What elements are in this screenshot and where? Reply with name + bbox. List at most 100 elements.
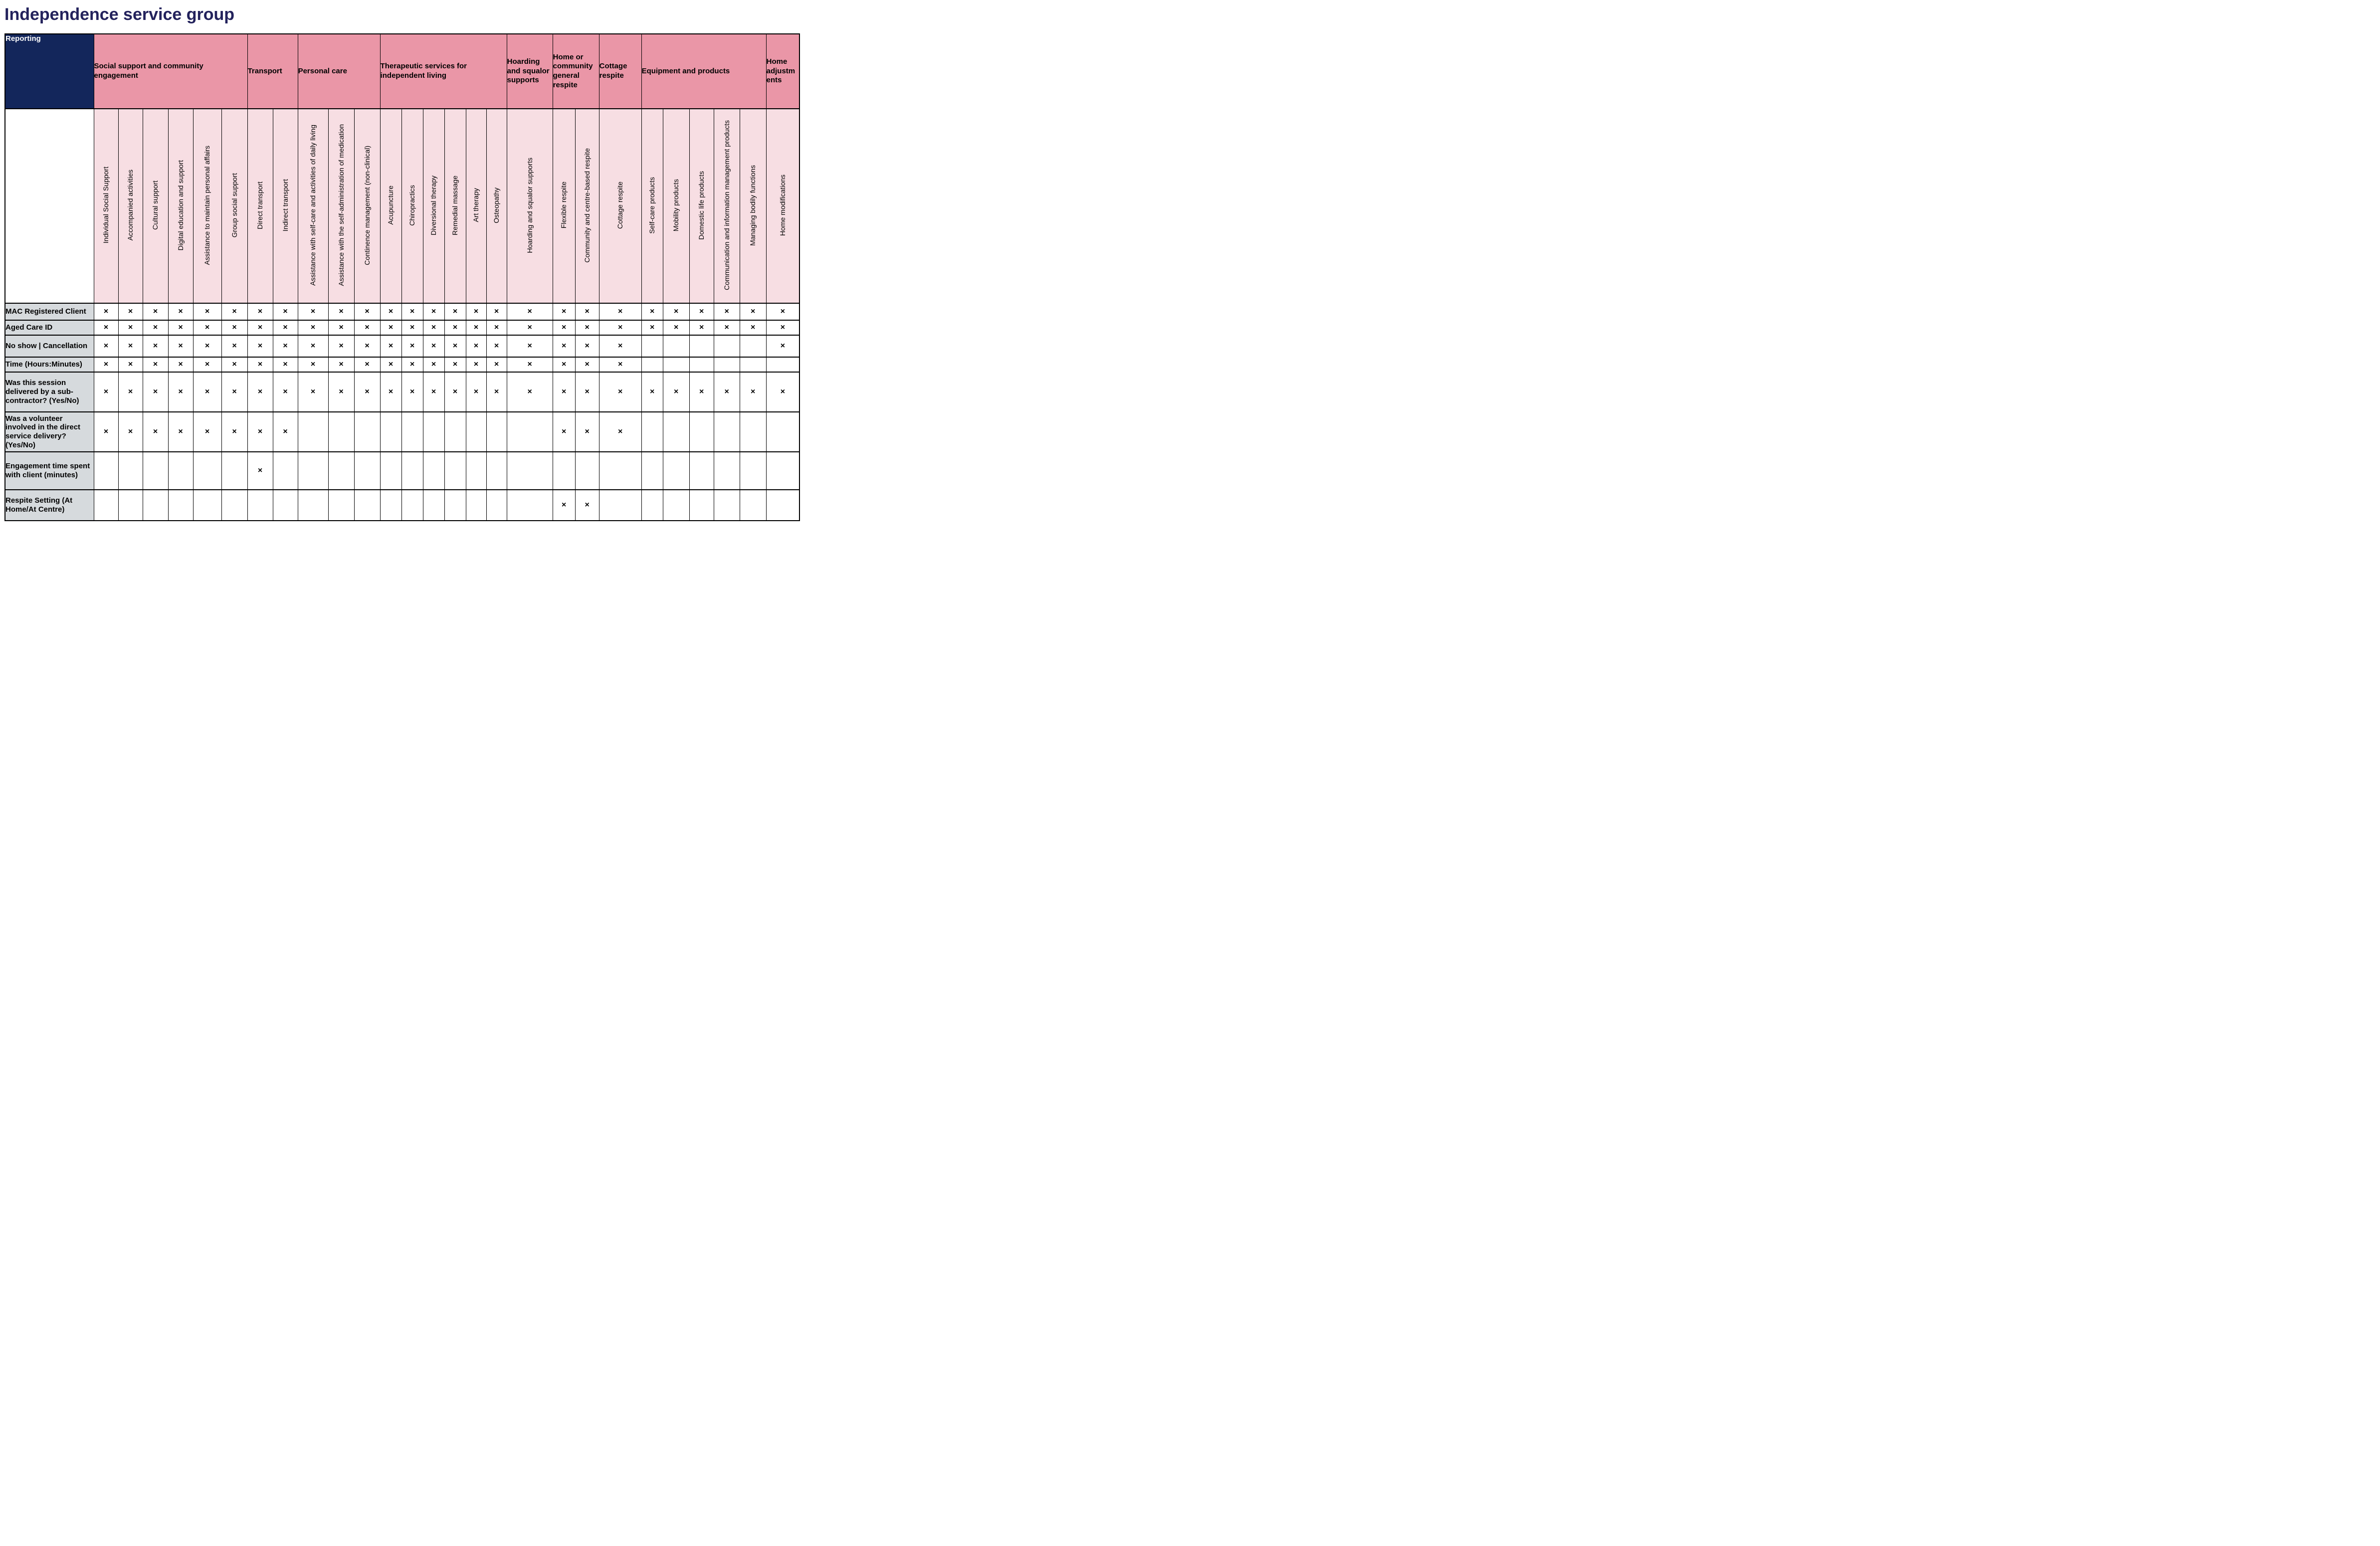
empty-cell <box>739 451 767 490</box>
empty-cell <box>713 357 740 373</box>
empty-cell <box>662 357 690 373</box>
mark-cell: × <box>247 451 273 490</box>
column-header: Managing bodily functions <box>739 108 767 304</box>
mark-cell: × <box>93 357 119 373</box>
column-header: Community and centre-based respite <box>575 108 599 304</box>
empty-cell <box>641 411 663 452</box>
mark-cell: × <box>506 335 553 358</box>
mark-cell: × <box>142 320 169 336</box>
mark-cell: × <box>575 411 599 452</box>
column-header-label: Continence management (non-clinical) <box>363 145 371 265</box>
table-row: Engagement time spent with client (minut… <box>4 451 800 490</box>
mark-cell: × <box>247 357 273 373</box>
empty-cell <box>168 451 194 490</box>
mark-cell: × <box>168 411 194 452</box>
corner-reporting-label: Reporting <box>4 33 94 109</box>
column-header: Digital education and support <box>168 108 194 304</box>
mark-cell: × <box>354 335 381 358</box>
mark-cell: × <box>575 357 599 373</box>
group-header: Cottage respite <box>598 33 642 109</box>
column-header: Cultural support <box>142 108 169 304</box>
mark-cell: × <box>272 357 298 373</box>
mark-cell: × <box>221 335 248 358</box>
empty-cell <box>739 357 767 373</box>
mark-cell: × <box>193 320 222 336</box>
row-label: Engagement time spent with client (minut… <box>4 451 94 490</box>
column-header-label: Accompanied activities <box>126 170 135 241</box>
mark-cell: × <box>444 335 466 358</box>
mark-cell: × <box>247 303 273 321</box>
column-header: Communication and information management… <box>713 108 740 304</box>
table-row: Aged Care ID × × × × × × × × × × × × × × × × × × × × × × × × × × × <box>4 320 800 336</box>
empty-cell <box>689 451 714 490</box>
mark-cell: × <box>552 489 576 521</box>
column-header: Assistance to maintain personal affairs <box>193 108 222 304</box>
empty-cell <box>444 411 466 452</box>
empty-cell <box>689 411 714 452</box>
group-header: Home adjustments <box>766 33 800 109</box>
mark-cell: × <box>401 357 423 373</box>
column-header-label: Communication and information management… <box>722 120 731 290</box>
empty-cell <box>328 451 355 490</box>
empty-cell <box>422 451 445 490</box>
empty-cell <box>465 411 487 452</box>
mark-cell: × <box>297 303 329 321</box>
row-label: Was this session delivered by a sub-cont… <box>4 372 94 412</box>
mark-cell: × <box>380 372 402 412</box>
column-header-label: Direct transport <box>256 181 264 229</box>
column-header-label: Self-care products <box>648 177 656 234</box>
mark-cell: × <box>221 372 248 412</box>
column-header-label: Chiropractics <box>408 185 416 226</box>
empty-cell <box>713 411 740 452</box>
mark-cell: × <box>247 320 273 336</box>
mark-cell: × <box>401 303 423 321</box>
empty-cell <box>401 411 423 452</box>
mark-cell: × <box>422 357 445 373</box>
empty-cell <box>380 451 402 490</box>
mark-cell: × <box>422 320 445 336</box>
column-header: Mobility products <box>662 108 690 304</box>
empty-cell <box>575 451 599 490</box>
mark-cell: × <box>118 372 143 412</box>
column-header-label: Assistance with the self-administration … <box>337 124 345 286</box>
mark-cell: × <box>380 320 402 336</box>
mark-cell: × <box>444 320 466 336</box>
column-header: Assistance with self-care and activities… <box>297 108 329 304</box>
mark-cell: × <box>168 335 194 358</box>
column-header-label: Group social support <box>230 173 238 238</box>
mark-cell: × <box>506 303 553 321</box>
mark-cell: × <box>486 357 507 373</box>
mark-cell: × <box>354 357 381 373</box>
mark-cell: × <box>247 372 273 412</box>
mark-cell: × <box>93 411 119 452</box>
mark-cell: × <box>598 411 642 452</box>
empty-cell <box>689 489 714 521</box>
empty-cell <box>272 451 298 490</box>
empty-cell <box>401 489 423 521</box>
column-header-label: Flexible respite <box>560 182 568 229</box>
empty-cell <box>354 451 381 490</box>
empty-cell <box>354 489 381 521</box>
mark-cell: × <box>93 335 119 358</box>
table-row: Was a volunteer involved in the direct s… <box>4 411 800 452</box>
empty-cell <box>766 411 800 452</box>
group-header: Home or community general respite <box>552 33 599 109</box>
mark-cell: × <box>247 335 273 358</box>
mark-cell: × <box>766 303 800 321</box>
column-header-label: Remedial massage <box>451 175 459 235</box>
empty-cell <box>118 489 143 521</box>
mark-cell: × <box>193 335 222 358</box>
mark-cell: × <box>168 372 194 412</box>
mark-cell: × <box>641 372 663 412</box>
mark-cell: × <box>552 335 576 358</box>
column-header-label: Digital education and support <box>176 160 185 251</box>
mark-cell: × <box>506 357 553 373</box>
table-row: Respite Setting (At Home/At Centre) × × <box>4 489 800 521</box>
mark-cell: × <box>662 372 690 412</box>
empty-cell <box>689 357 714 373</box>
empty-cell <box>118 451 143 490</box>
mark-cell: × <box>689 320 714 336</box>
mark-cell: × <box>247 411 273 452</box>
empty-cell <box>444 489 466 521</box>
empty-cell <box>739 411 767 452</box>
